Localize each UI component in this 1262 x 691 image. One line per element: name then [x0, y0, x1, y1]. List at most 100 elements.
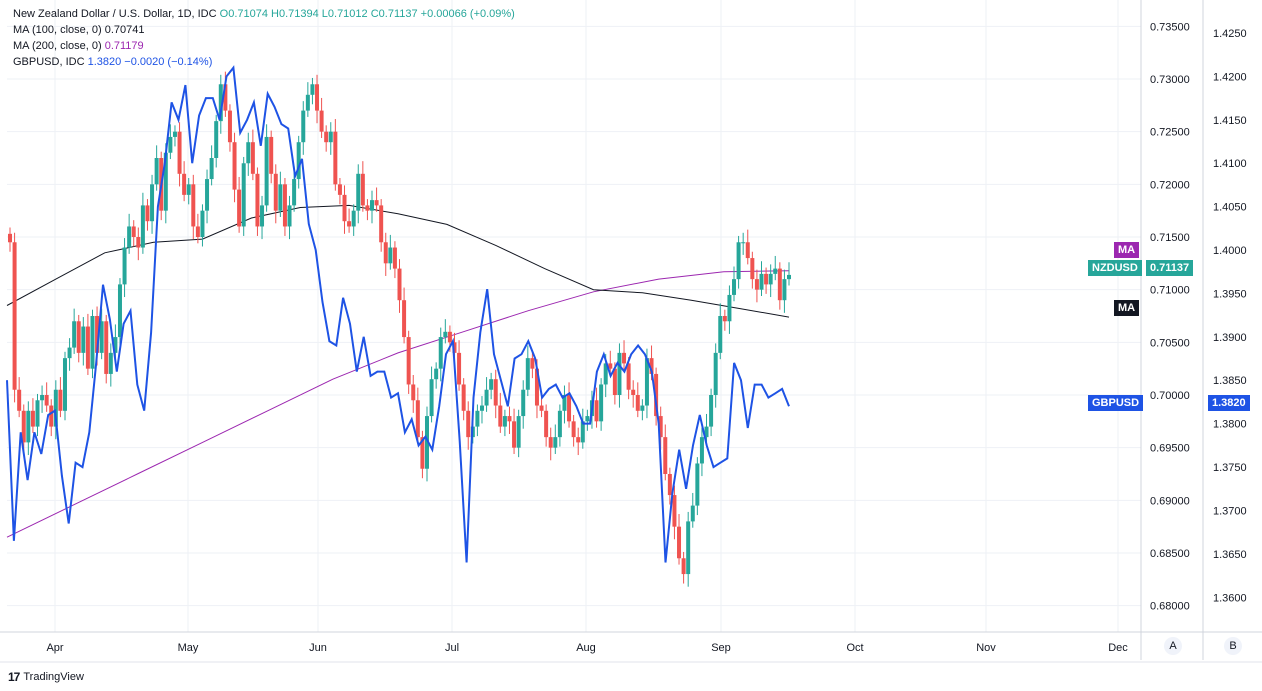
nzdusd-price-badge: 0.71137 [1146, 260, 1194, 276]
auto-scale-button[interactable]: A [1164, 637, 1182, 655]
y-tick-label-right: 1.3700 [1213, 505, 1247, 517]
candle-body [750, 258, 755, 280]
gbpusd-label: GBPUSD, IDC [13, 56, 85, 68]
candle-body [718, 316, 723, 353]
candle-body [205, 179, 210, 211]
candle-body [227, 110, 232, 143]
gbpusd-value: 1.3820 [87, 56, 122, 68]
candle-body [699, 437, 704, 464]
candle-body [237, 189, 242, 227]
candle-body [782, 279, 787, 301]
candle-body [553, 437, 558, 448]
y-tick-label-right: 1.3850 [1213, 375, 1247, 387]
candle-body [347, 221, 352, 227]
candle-body [443, 331, 448, 338]
y-tick-label-left: 0.69500 [1150, 443, 1190, 455]
candle-body [17, 389, 22, 411]
candle-body [370, 200, 375, 211]
y-tick-label-right: 1.3750 [1213, 462, 1247, 474]
candle-body [388, 247, 393, 264]
y-tick-label-left: 0.70000 [1150, 390, 1190, 402]
x-tick-label: Apr [46, 642, 63, 654]
candle-body [342, 194, 347, 222]
candle-body [209, 158, 214, 180]
candle-body [99, 321, 104, 353]
ma100-badge: MA [1114, 300, 1140, 316]
candle-body [168, 136, 173, 153]
candle-body [571, 421, 576, 438]
candle-body [324, 131, 329, 143]
gbpusd-path [6, 65, 790, 563]
candle-body [530, 358, 535, 369]
legend-ma200-row[interactable]: MA (200, close, 0) 0.71179 [13, 38, 515, 54]
y-axis-left-ticks: 0.73500 0.73000 0.72500 0.72000 0.71500 0.710… [1150, 21, 1190, 612]
candle-body [635, 395, 640, 411]
candle-body [282, 184, 287, 227]
candle-body [649, 358, 654, 374]
candle-body [727, 294, 732, 322]
candle-body [264, 136, 269, 206]
candle-body [539, 405, 544, 411]
y-tick-label-right: 1.4150 [1213, 115, 1247, 127]
candle-body [562, 395, 567, 411]
candle-body [296, 142, 301, 180]
x-axis-ticks: Apr May Jun Jul Aug Sep Oct Nov Dec [46, 642, 1128, 654]
candle-body [654, 373, 659, 417]
y-tick-label-left: 0.71000 [1150, 285, 1190, 297]
y-tick-label-left: 0.71500 [1150, 232, 1190, 244]
candle-body [182, 173, 187, 195]
y-tick-label-right: 1.3900 [1213, 332, 1247, 344]
y-axis-right-ticks: 1.4250 1.4200 1.4150 1.4100 1.4050 1.4000 1.39… [1213, 28, 1247, 604]
ma200-path [6, 270, 790, 538]
candle-body [713, 352, 718, 395]
x-tick-label: May [178, 642, 199, 654]
candle-body [461, 384, 466, 411]
candle-body [186, 184, 191, 195]
candle-body [53, 389, 58, 427]
x-tick-label: Oct [846, 642, 863, 654]
legend-ma100-row[interactable]: MA (100, close, 0) 0.70741 [13, 22, 515, 38]
y-tick-label-left: 0.69000 [1150, 495, 1190, 507]
candle-body [12, 242, 17, 390]
candle-body [626, 363, 631, 390]
y-tick-label-left: 0.70500 [1150, 337, 1190, 349]
candle-body [131, 226, 136, 237]
candle-body [764, 273, 769, 285]
candle-body [498, 405, 503, 427]
candle-body [351, 210, 356, 227]
candle-body [374, 200, 379, 206]
candle-body [695, 463, 700, 506]
candle-body [85, 326, 90, 369]
candle-body [548, 437, 553, 448]
candle-body [150, 184, 155, 222]
candle-body [420, 437, 425, 469]
candle-body [104, 321, 109, 374]
tradingview-brand[interactable]: 17 TradingView [8, 670, 84, 684]
y-tick-label-right: 1.3950 [1213, 288, 1247, 300]
candle-body [745, 242, 750, 259]
candle-body [310, 84, 315, 95]
candle-body [195, 226, 200, 237]
candle-body [44, 395, 49, 406]
ma100-value: 0.70741 [104, 24, 145, 36]
candle-body [608, 363, 613, 369]
candle-body [736, 242, 741, 280]
brand-name: TradingView [23, 671, 84, 683]
candle-body [315, 84, 320, 111]
candle-body [411, 384, 416, 401]
candle-body [677, 526, 682, 559]
candle-body [534, 368, 539, 406]
scale-b-button[interactable]: B [1224, 637, 1242, 655]
candle-body [429, 379, 434, 417]
candle-body [333, 131, 338, 185]
candle-body [260, 205, 265, 227]
nzdusd-name-badge: NZDUSD [1088, 260, 1142, 276]
y-tick-label-right: 1.4250 [1213, 28, 1247, 40]
legend-gbpusd-row[interactable]: GBPUSD, IDC 1.3820 −0.0020 (−0.14%) [13, 54, 515, 70]
candle-body [163, 152, 168, 211]
chart-legend: New Zealand Dollar / U.S. Dollar, 1D, ID… [13, 6, 515, 70]
candle-body [67, 347, 72, 359]
candle-body [457, 352, 462, 385]
candle-body [30, 410, 35, 427]
